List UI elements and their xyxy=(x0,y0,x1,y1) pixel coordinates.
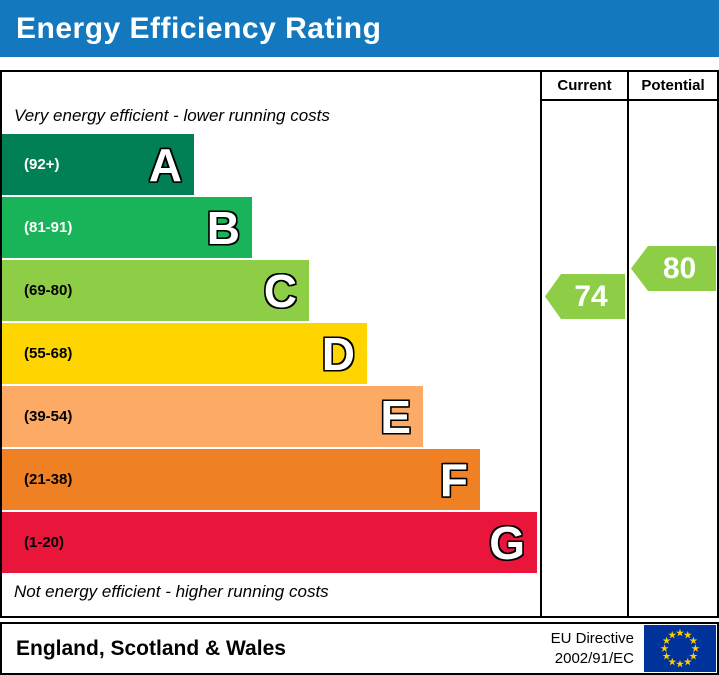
band-letter: G xyxy=(489,516,525,569)
footer: England, Scotland & Wales EU Directive 2… xyxy=(0,622,719,675)
energy-rating-chart: Current Potential Very energy efficient … xyxy=(0,70,719,618)
current-rating-arrow: 74 xyxy=(545,274,625,319)
band-range-label: (21-38) xyxy=(24,471,73,488)
potential-rating-arrow: 80 xyxy=(631,246,716,291)
band-c: (69-80) C xyxy=(2,260,309,321)
column-divider xyxy=(627,72,629,616)
band-letter: D xyxy=(321,327,355,380)
band-range-label: (69-80) xyxy=(24,282,73,299)
band-list: (92+) A (81-91) B (69-80) C (55-68) D (3… xyxy=(2,134,537,575)
current-rating-value: 74 xyxy=(574,279,608,313)
title-bar: Energy Efficiency Rating xyxy=(0,0,719,57)
band-letter: E xyxy=(380,390,411,443)
potential-rating-value: 80 xyxy=(662,251,697,285)
band-letter: A xyxy=(148,138,182,191)
band-f: (21-38) F xyxy=(2,449,480,510)
band-range-label: (1-20) xyxy=(24,534,65,551)
band-d: (55-68) D xyxy=(2,323,367,384)
eu-directive-text: EU Directive 2002/91/EC xyxy=(550,630,634,667)
current-column-header: Current xyxy=(542,72,627,101)
region-label: England, Scotland & Wales xyxy=(16,636,286,660)
band-range-label: (81-91) xyxy=(24,219,73,236)
band-b: (81-91) B xyxy=(2,197,252,258)
bottom-note: Not energy efficient - higher running co… xyxy=(14,582,329,601)
band-letter: F xyxy=(439,453,468,506)
band-range-label: (92+) xyxy=(24,156,60,173)
band-letter: C xyxy=(263,264,297,317)
band-g: (1-20) G xyxy=(2,512,537,573)
page-title: Energy Efficiency Rating xyxy=(16,11,382,45)
band-range-label: (39-54) xyxy=(24,408,73,425)
band-range-label: (55-68) xyxy=(24,345,73,362)
band-e: (39-54) E xyxy=(2,386,423,447)
band-letter: B xyxy=(206,201,240,254)
eu-flag-icon xyxy=(644,625,716,672)
band-a: (92+) A xyxy=(2,134,194,195)
column-divider xyxy=(540,72,542,616)
potential-column-header: Potential xyxy=(629,72,717,101)
top-note: Very energy efficient - lower running co… xyxy=(14,106,330,125)
